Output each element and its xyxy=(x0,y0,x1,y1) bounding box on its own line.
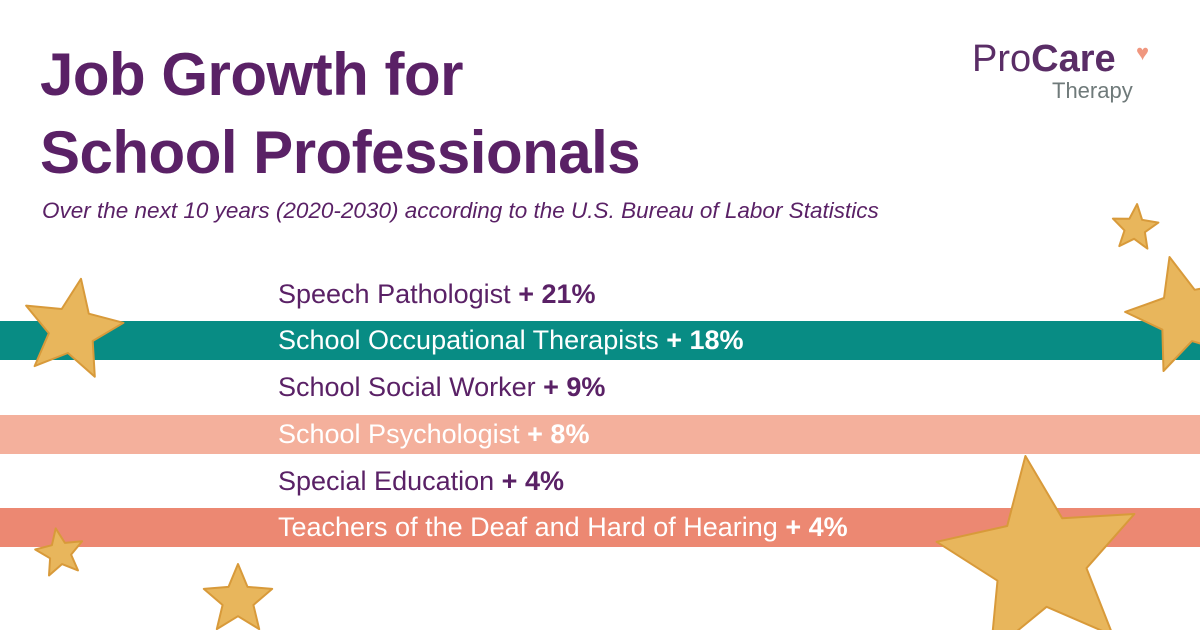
job-title: Special Education xyxy=(278,466,495,496)
star-icon xyxy=(202,563,274,630)
job-growth-row: School Psychologist + 8% xyxy=(0,415,1200,454)
growth-value: + 9% xyxy=(543,372,606,402)
logo-therapy: Therapy xyxy=(1052,78,1133,103)
job-title: Teachers of the Deaf and Hard of Hearing xyxy=(278,512,778,542)
job-title: Speech Pathologist xyxy=(278,279,511,309)
job-title: School Psychologist xyxy=(278,419,520,449)
job-growth-row: Special Education + 4% xyxy=(0,462,1200,501)
job-title: School Occupational Therapists xyxy=(278,325,659,355)
growth-value: + 18% xyxy=(666,325,744,355)
job-growth-row: School Occupational Therapists + 18% xyxy=(0,321,1200,360)
growth-value: + 21% xyxy=(518,279,596,309)
page-title: Job Growth for School Professionals xyxy=(40,36,641,192)
title-line-2: School Professionals xyxy=(40,119,641,186)
growth-value: + 8% xyxy=(527,419,590,449)
subtitle: Over the next 10 years (2020-2030) accor… xyxy=(42,198,879,223)
star-icon xyxy=(1111,203,1160,250)
logo-pro: Pro xyxy=(972,38,1032,80)
growth-value: + 4% xyxy=(501,466,564,496)
job-growth-row: School Social Worker + 9% xyxy=(0,368,1200,407)
job-growth-row: Speech Pathologist + 21% xyxy=(0,275,1200,314)
title-line-1: Job Growth for xyxy=(40,41,463,108)
job-growth-row: Teachers of the Deaf and Hard of Hearing… xyxy=(0,508,1200,547)
logo-care: Care xyxy=(1031,38,1116,80)
procare-logo: ProCare ♥ Therapy xyxy=(968,38,1168,108)
job-title: School Social Worker xyxy=(278,372,536,402)
growth-value: + 4% xyxy=(785,512,848,542)
heart-icon: ♥ xyxy=(1136,40,1150,65)
